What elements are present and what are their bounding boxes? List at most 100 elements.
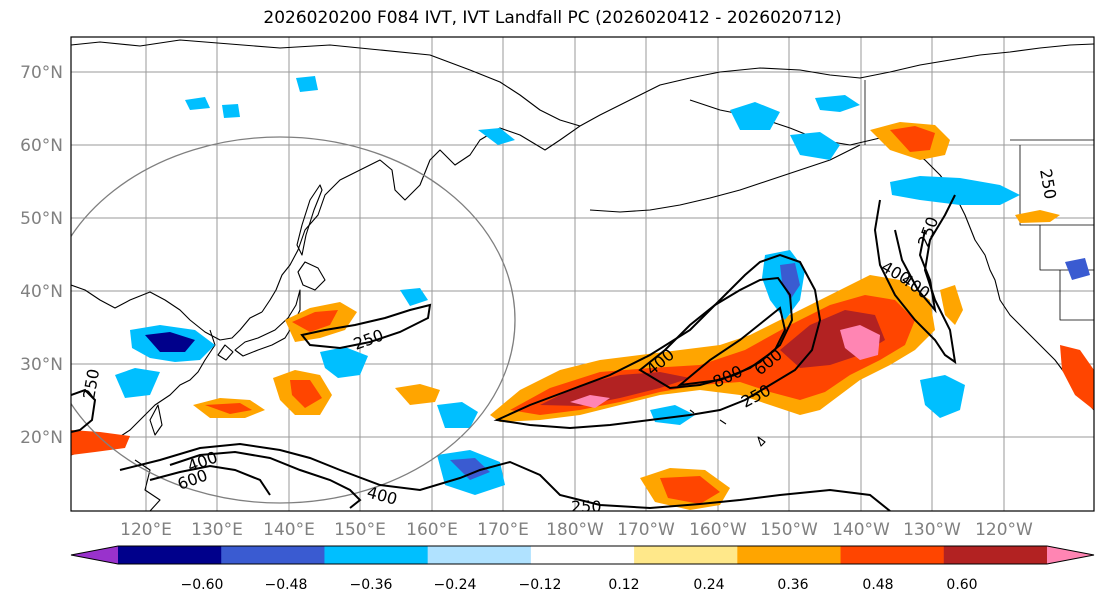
lon-label: 140°W: [832, 520, 890, 540]
colorbar-tick-label: −0.60: [181, 577, 224, 593]
longitude-labels: 120°E 130°E 140°E 150°E 160°E 170°E 180°…: [120, 520, 1033, 540]
colorbar-swatch: [634, 546, 738, 564]
lat-label: 60°N: [20, 136, 63, 156]
lon-label: 150°W: [760, 520, 818, 540]
colorbar-outline: [70, 545, 1095, 565]
contour-600-south: [149, 464, 271, 496]
lon-label: 140°E: [263, 520, 315, 540]
colorbar-tick-label: 0.48: [862, 577, 893, 593]
lat-label: 20°N: [20, 428, 63, 448]
ivt-neg-alaska-north: [815, 95, 860, 112]
lat-label: 50°N: [20, 209, 63, 229]
ivt-region-bc-coast: [1015, 210, 1060, 223]
range-ring: [71, 136, 516, 504]
colorbar-tick-label: 0.60: [946, 577, 977, 593]
colorbar-tick-label: −0.36: [350, 577, 393, 593]
colorbar-swatches: [71, 546, 1094, 564]
contour-250-coast: [873, 194, 957, 365]
ivt-region-gulf-alaska-core: [890, 126, 935, 152]
lon-label: 160°W: [689, 520, 747, 540]
political-borders: [1010, 139, 1094, 321]
contour-400-coast: [894, 229, 937, 314]
lat-label: 30°N: [20, 355, 63, 375]
colorbar-tick-label: −0.48: [265, 577, 308, 593]
contour-250-japan: [300, 303, 432, 350]
coast-siberia-north: [71, 39, 581, 127]
ivt-region-mexico: [1060, 345, 1094, 410]
lon-label: 120°E: [120, 520, 172, 540]
lat-label: 40°N: [20, 282, 63, 302]
coast-sakhalin: [296, 184, 323, 256]
lon-label: 160°E: [406, 520, 458, 540]
coast-aleutians: [589, 144, 861, 213]
colorbar-swatch: [427, 546, 532, 564]
colorbar-tick-label: −0.12: [519, 577, 562, 593]
ivt-neg-bc-offshore: [890, 176, 1020, 205]
lon-label: 170°E: [477, 520, 529, 540]
colorbar-tick-label: 0.24: [693, 577, 724, 593]
ivt-neg-taiwan-strait: [115, 368, 160, 398]
ivt-neg-wpac-c: [437, 402, 478, 428]
contour-250-south: [119, 442, 891, 511]
colorbar-extend-low: [71, 546, 118, 564]
ivt-region-wpac-c: [395, 384, 440, 405]
coast-kyushu: [217, 344, 234, 361]
contour-label: 250: [571, 497, 602, 516]
contour-800: [676, 306, 787, 387]
lat-label: 70°N: [20, 63, 63, 83]
map-frame: [70, 36, 1095, 512]
colorbar-swatch: [324, 546, 429, 564]
ivt-neg-wpac-b: [400, 288, 428, 306]
ivt-region-pink: [570, 325, 880, 408]
ivt-neg-ar-gap-core: [780, 263, 800, 300]
contour-250-main: [493, 253, 822, 430]
contour-250-west: [71, 388, 97, 433]
colorbar-swatch: [530, 546, 635, 564]
coast-hawaii: [689, 409, 766, 447]
ivt-region-japan-east-core: [292, 310, 338, 332]
colorbar-tick-label: −0.24: [434, 577, 477, 593]
colorbar-extend-high: [1047, 546, 1094, 564]
coast-alaska-arctic: [579, 43, 1094, 127]
ivt-neg-bering: [730, 102, 780, 130]
colorbar: −0.60 −0.48 −0.36 −0.24 −0.12 0.12 0.24 …: [70, 545, 1095, 593]
colorbar-swatch: [943, 546, 1048, 564]
lon-label: 120°W: [975, 520, 1033, 540]
ivt-neg-wpac-d-core: [450, 458, 490, 480]
ivt-region-subtrop-a-core: [660, 476, 720, 504]
map-area: 250 250 250 250 250 250 400 400 400 400 …: [71, 37, 1094, 516]
ivt-neg-aleutian: [790, 132, 840, 160]
ivt-contours: [71, 194, 957, 511]
ivt-region-wpac-a-core: [290, 380, 322, 408]
graticule: [71, 37, 1094, 511]
lon-label: 130°W: [903, 520, 961, 540]
ivt-region-wpac-b-core: [205, 403, 252, 414]
colorbar-swatch: [118, 546, 222, 564]
lon-label: 170°W: [617, 520, 675, 540]
ivt-region-darkred: [540, 310, 885, 406]
ocean-background: [71, 37, 1094, 511]
ivt-neg-east-china-core: [145, 332, 195, 352]
ivt-shading: [71, 76, 1094, 510]
colorbar-tick-labels: −0.60 −0.48 −0.36 −0.24 −0.12 0.12 0.24 …: [181, 577, 978, 593]
colorbar-swatch: [840, 546, 945, 564]
map-title: 2026020200 F084 IVT, IVT Landfall PC (20…: [263, 8, 842, 28]
colorbar-swatch: [737, 546, 842, 564]
ivt-neg-east-pac: [920, 375, 965, 418]
colorbar-swatch: [221, 546, 325, 564]
coast-hokkaido: [297, 261, 326, 291]
latitude-labels: 70°N 60°N 50°N 40°N 30°N 20°N: [20, 63, 63, 448]
coast-taiwan: [149, 404, 163, 436]
contour-400-south: [169, 450, 362, 509]
coast-philippines: [134, 459, 161, 511]
ivt-neg-nevada: [1065, 258, 1090, 280]
coast-china-korea: [71, 284, 263, 341]
ivt-region-ca-offshore: [940, 285, 963, 325]
lon-label: 180°W: [546, 520, 604, 540]
ivt-neg-wpac-a: [320, 347, 368, 378]
lon-label: 130°E: [191, 520, 243, 540]
lon-label: 150°E: [334, 520, 386, 540]
ivt-neg-central-pac: [650, 405, 695, 425]
ivt-region-scs: [71, 430, 130, 455]
